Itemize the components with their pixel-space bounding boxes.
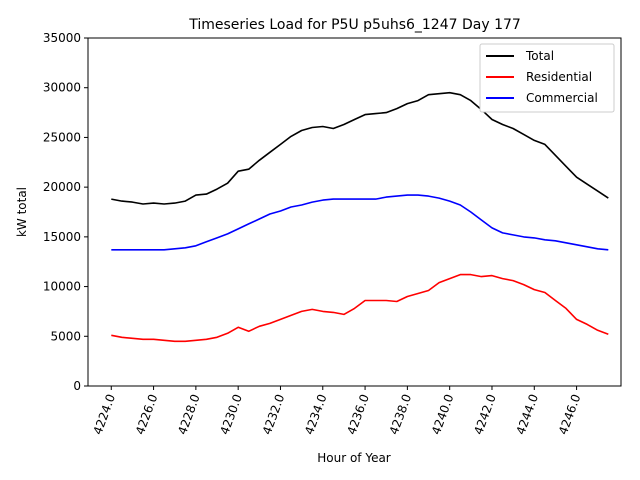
- series-line-total: [111, 91, 609, 205]
- legend-box: [479, 43, 615, 113]
- legend-label-total: Total: [525, 49, 554, 63]
- chart-title: Timeseries Load for P5U p5uhs6_1247 Day …: [188, 17, 521, 33]
- y-tick-label: 5000: [50, 329, 81, 343]
- series-line-residential: [111, 273, 609, 343]
- legend: Total Residential Commercial: [479, 43, 615, 113]
- plot-frame: [87, 37, 622, 387]
- x-axis-label: Hour of Year: [317, 451, 391, 465]
- y-tick-label: 25000: [43, 130, 81, 144]
- y-tick-label: 35000: [43, 31, 81, 45]
- series-line-commercial: [111, 194, 609, 251]
- y-tick-label: 15000: [43, 230, 81, 244]
- legend-label-residential: Residential: [526, 70, 592, 84]
- y-tick-label: 10000: [43, 280, 81, 294]
- y-axis-label: kW total: [15, 187, 29, 237]
- series-lines: [111, 91, 609, 343]
- y-tick-label: 30000: [43, 81, 81, 95]
- legend-label-commercial: Commercial: [526, 91, 598, 105]
- y-tick-label: 0: [73, 379, 81, 393]
- y-tick-label: 20000: [43, 180, 81, 194]
